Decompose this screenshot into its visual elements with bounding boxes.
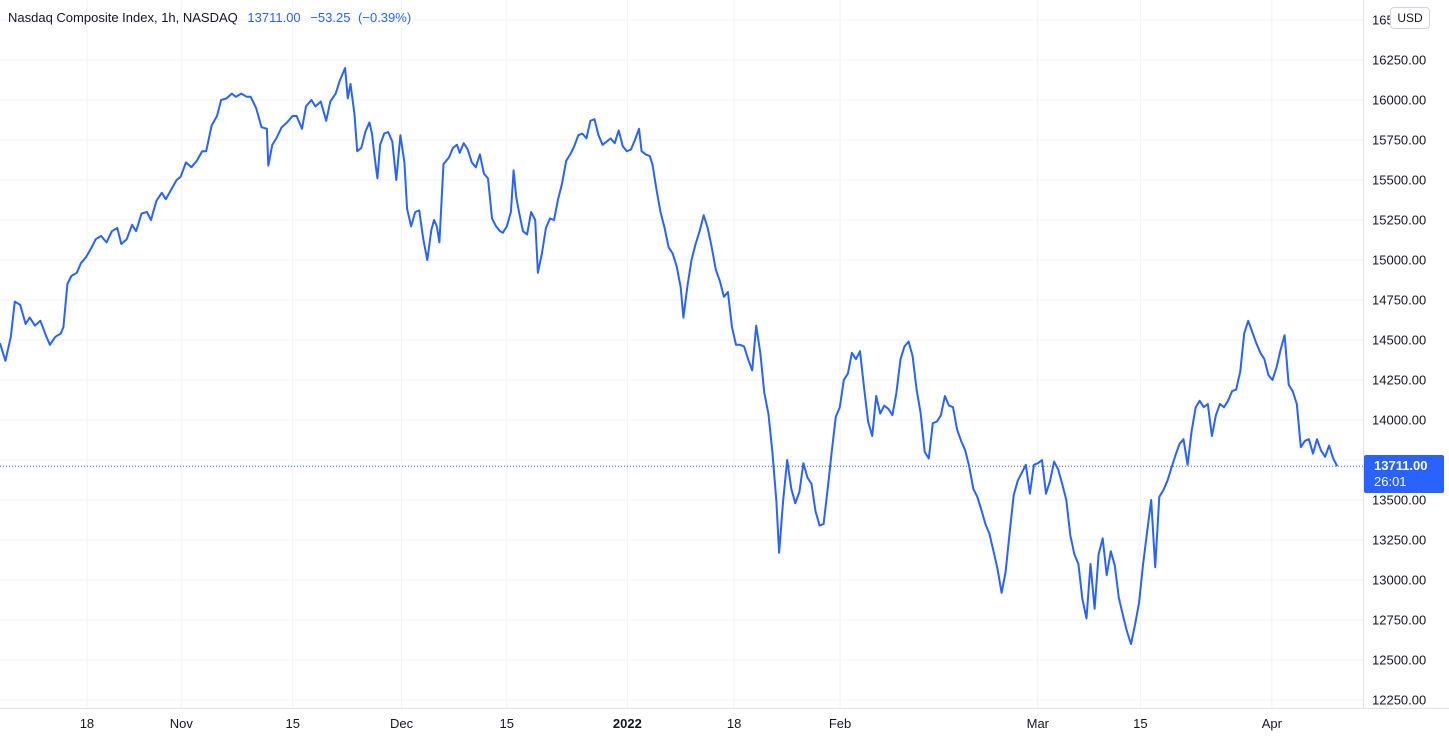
time-tick-label: Dec bbox=[390, 716, 414, 731]
price-tick-label: 14750.00 bbox=[1372, 293, 1426, 308]
price-tick-label: 13250.00 bbox=[1372, 533, 1426, 548]
price-tick-label: 13500.00 bbox=[1372, 493, 1426, 508]
price-tick-label: 15000.00 bbox=[1372, 253, 1426, 268]
time-axis[interactable]: 18 Nov 15 Dec 15 2022 18 Feb Mar 15 Apr bbox=[80, 716, 1283, 731]
price-tick-label: 15500.00 bbox=[1372, 173, 1426, 188]
chart-legend: Nasdaq Composite Index, 1h, NASDAQ 13711… bbox=[8, 10, 411, 25]
legend-change: −53.25 bbox=[310, 10, 351, 25]
last-price-badge: 13711.00 26:01 bbox=[1364, 455, 1444, 493]
last-price-value: 13711.00 bbox=[1374, 458, 1428, 473]
price-tick-label: 14000.00 bbox=[1372, 413, 1426, 428]
time-tick-label: 18 bbox=[80, 716, 94, 731]
time-tick-label: Feb bbox=[829, 716, 851, 731]
price-tick-label: 15250.00 bbox=[1372, 213, 1426, 228]
price-tick-label: 12250.00 bbox=[1372, 693, 1426, 708]
time-tick-label: 15 bbox=[1133, 716, 1147, 731]
price-axis[interactable]: 16500.0016250.0016000.0015750.0015500.00… bbox=[1372, 13, 1426, 708]
time-tick-label: 18 bbox=[727, 716, 741, 731]
price-tick-label: 16000.00 bbox=[1372, 93, 1426, 108]
chart-grid bbox=[0, 0, 1363, 708]
price-tick-label: 14250.00 bbox=[1372, 373, 1426, 388]
time-tick-label: 15 bbox=[499, 716, 513, 731]
bar-countdown: 26:01 bbox=[1374, 474, 1407, 489]
price-tick-label: 12750.00 bbox=[1372, 613, 1426, 628]
price-tick-label: 12500.00 bbox=[1372, 653, 1426, 668]
price-tick-label: 13000.00 bbox=[1372, 573, 1426, 588]
legend-title: Nasdaq Composite Index, 1h, NASDAQ bbox=[8, 10, 238, 25]
legend-last-value: 13711.00 bbox=[247, 10, 301, 25]
price-tick-label: 14500.00 bbox=[1372, 333, 1426, 348]
time-tick-label: 2022 bbox=[613, 716, 642, 731]
currency-button[interactable]: USD bbox=[1390, 7, 1430, 29]
price-tick-label: 16250.00 bbox=[1372, 53, 1426, 68]
time-tick-label: Nov bbox=[170, 716, 194, 731]
time-tick-label: 15 bbox=[286, 716, 300, 731]
price-tick-label: 15750.00 bbox=[1372, 133, 1426, 148]
series-line-nasdaq bbox=[0, 67, 1339, 645]
time-tick-label: Mar bbox=[1027, 716, 1050, 731]
time-tick-label: Apr bbox=[1262, 716, 1283, 731]
legend-change-pct: (−0.39%) bbox=[358, 10, 412, 25]
